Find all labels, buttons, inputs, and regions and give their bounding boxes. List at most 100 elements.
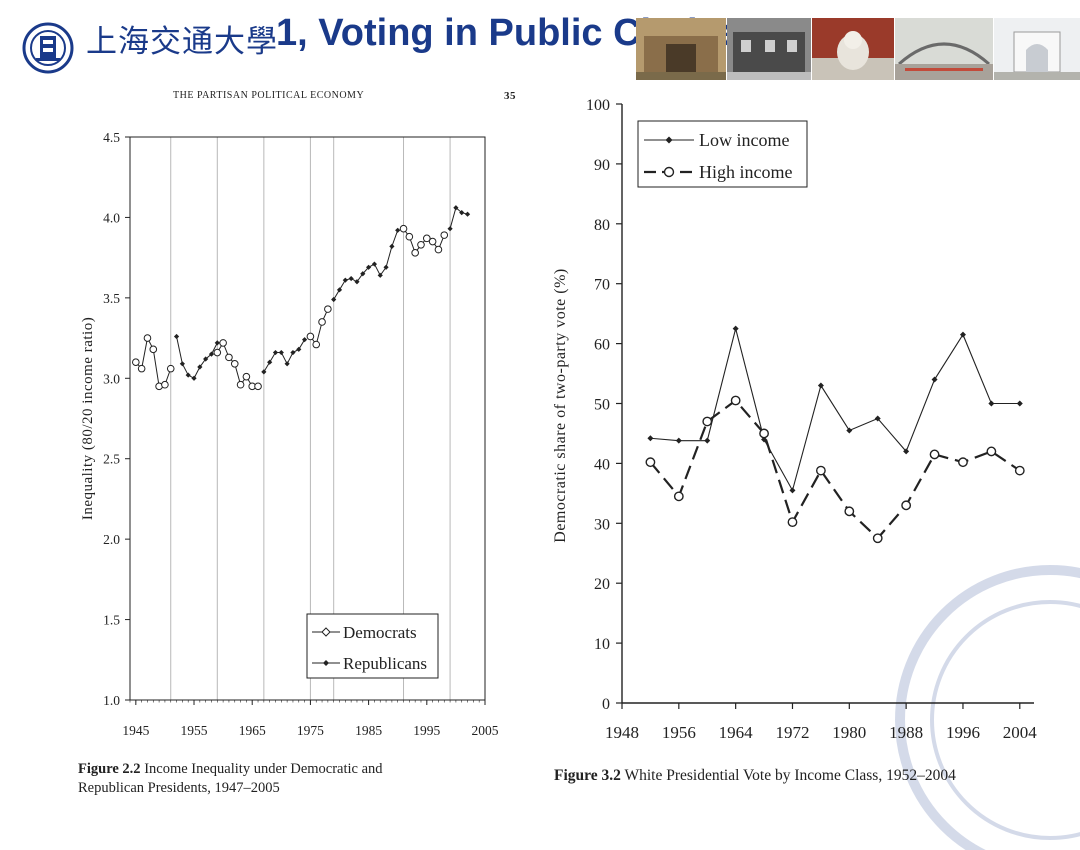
point-republicans [284, 361, 290, 367]
point-republicans [197, 364, 203, 370]
point-high-income [986, 446, 997, 457]
y-tick-label: 4.0 [103, 210, 120, 225]
y-tick-label: 4.5 [103, 130, 120, 145]
point-republicans [383, 264, 389, 270]
point-democrats [242, 372, 251, 381]
point-high-income [730, 395, 741, 406]
point-republicans [453, 205, 459, 211]
x-tick-label: 1955 [181, 723, 208, 738]
legend-label-democrats: Democrats [343, 623, 417, 642]
y-axis-label: Inequality (80/20 income ratio) [80, 317, 96, 520]
point-low-income [988, 400, 995, 407]
point-democrats [434, 245, 443, 254]
point-high-income [901, 500, 912, 511]
series-line-republicans [449, 206, 468, 229]
legend-marker-democrats [321, 627, 331, 637]
point-low-income [647, 435, 654, 442]
page-number: 35 [504, 90, 516, 102]
plot-frame [129, 136, 486, 701]
legend-label-low-income: Low income [699, 130, 789, 150]
point-democrats [166, 364, 175, 373]
point-republicans [464, 211, 471, 217]
point-democrats [312, 340, 321, 349]
y-tick-label: 1.0 [103, 693, 120, 708]
point-democrats [161, 380, 169, 389]
point-republicans [331, 296, 337, 303]
point-democrats [254, 382, 262, 391]
point-high-income [787, 517, 798, 528]
point-high-income [702, 416, 713, 427]
point-republicans [389, 243, 395, 249]
x-tick-label: 1972 [775, 723, 809, 742]
x-tick-label: 1985 [355, 723, 382, 738]
point-democrats [318, 318, 326, 326]
point-democrats [411, 249, 419, 257]
x-tick-label: 1988 [889, 723, 923, 742]
point-democrats [423, 234, 431, 243]
y-tick-label: 100 [586, 97, 610, 114]
point-republicans [191, 375, 197, 381]
y-tick-label: 3.5 [103, 291, 120, 306]
point-republicans [377, 272, 383, 278]
x-tick-label: 2005 [472, 723, 499, 738]
slide-header: 上海交通大學 1, Voting in Public Choice [0, 0, 1080, 80]
point-high-income [759, 428, 769, 439]
point-low-income [846, 427, 853, 434]
series-line-republicans [263, 339, 306, 373]
point-democrats [230, 360, 239, 368]
point-democrats [399, 224, 408, 233]
point-low-income [732, 325, 739, 332]
point-democrats [219, 339, 227, 347]
campus-photo-building [727, 18, 811, 80]
point-republicans [296, 346, 302, 352]
x-tick-label: 1996 [946, 723, 980, 742]
y-tick-label: 3.0 [103, 371, 120, 386]
point-republicans [185, 372, 191, 378]
x-tick-label: 1945 [122, 723, 149, 738]
series-line-democrats [135, 336, 172, 387]
point-democrats [236, 380, 245, 389]
legend-label-high-income: High income [699, 162, 792, 182]
point-republicans [366, 264, 372, 270]
series-line-republicans [333, 230, 399, 300]
right-figure-label: Figure 3.2 [554, 767, 621, 784]
x-tick-label: 1964 [719, 723, 754, 742]
point-low-income [817, 382, 824, 389]
point-republicans [371, 261, 378, 267]
point-republicans [179, 361, 185, 367]
point-democrats [225, 353, 233, 362]
series-line-high-income [649, 399, 1021, 540]
y-tick-label: 90 [594, 157, 610, 174]
point-republicans [278, 349, 284, 356]
legend-marker-high-income [663, 166, 675, 178]
point-high-income [1014, 465, 1025, 476]
point-republicans [173, 333, 180, 340]
point-republicans [360, 271, 366, 277]
legend-box [306, 613, 439, 679]
left-figure-text-2: Republican Presidents, 1947–2005 [78, 780, 280, 796]
campus-photo-arch [994, 18, 1080, 80]
point-high-income [844, 506, 855, 517]
y-tick-label: 1.5 [103, 613, 120, 628]
left-figure-caption: Figure 2.2 Income Inequality under Democ… [78, 760, 498, 798]
point-democrats [137, 364, 146, 373]
y-tick-label: 20 [594, 576, 610, 593]
point-low-income [1016, 400, 1023, 407]
legend-marker-low-income [665, 136, 673, 144]
point-democrats [306, 332, 315, 341]
point-low-income [903, 448, 910, 455]
point-republicans [342, 277, 348, 283]
point-republicans [208, 351, 215, 357]
y-tick-label: 80 [594, 217, 610, 234]
y-tick-label: 0 [602, 696, 610, 713]
x-tick-label: 2004 [1003, 723, 1038, 742]
campus-photo-bridge [895, 18, 993, 80]
university-logo [22, 22, 74, 74]
point-democrats [213, 348, 222, 357]
income-inequality-chart: 1.0 1.5 2.0 2.5 3.0 3.5 4.0 4.5 1945 1955 1965 1975… [80, 130, 499, 738]
y-tick-label: 30 [594, 516, 610, 533]
point-high-income [815, 465, 826, 476]
point-democrats [428, 237, 437, 246]
x-tick-label: 1948 [605, 723, 639, 742]
x-tick-label: 1956 [662, 723, 696, 742]
